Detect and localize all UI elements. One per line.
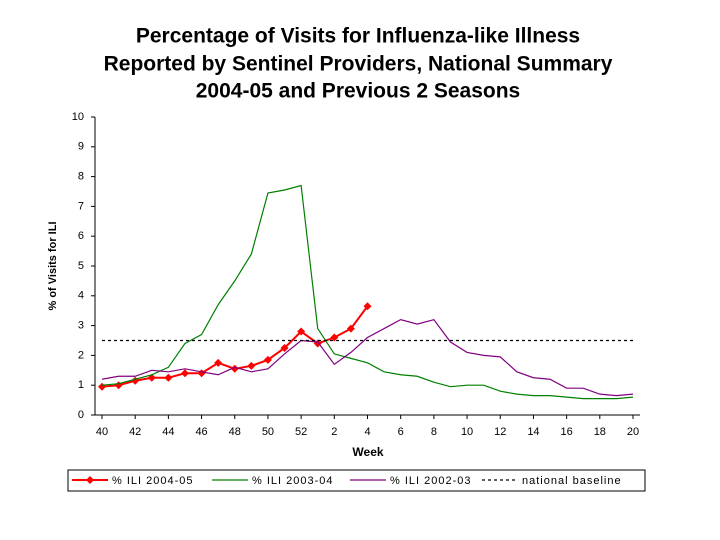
series-marker	[180, 369, 189, 378]
series-marker	[98, 382, 106, 391]
x-axis-label: Week	[352, 445, 383, 459]
x-tick-label: 16	[561, 426, 573, 438]
x-tick-label: 42	[129, 426, 141, 438]
series-marker	[164, 373, 173, 382]
series-marker	[214, 358, 223, 367]
x-tick-label: 20	[627, 426, 639, 438]
series-line	[101, 318, 634, 397]
x-tick-label: 50	[262, 426, 274, 438]
x-tick-label: 40	[96, 426, 108, 438]
series-marker	[346, 324, 355, 333]
y-tick-label: 6	[78, 230, 84, 242]
y-tick-label: 9	[78, 141, 84, 153]
y-tick-label: 8	[78, 171, 84, 183]
series-marker	[297, 327, 306, 336]
x-tick-label: 52	[295, 426, 307, 438]
y-tick-label: 4	[78, 290, 84, 302]
x-tick-label: 10	[461, 426, 473, 438]
chart-title: 2004-05 and Previous 2 Seasons	[196, 80, 521, 103]
y-tick-label: 10	[72, 111, 84, 123]
legend-label: national baseline	[522, 475, 622, 487]
x-tick-label: 46	[195, 426, 207, 438]
x-tick-label: 18	[594, 426, 606, 438]
legend-label: % ILI 2002-03	[390, 475, 472, 487]
x-tick-label: 2	[331, 426, 337, 438]
legend-marker	[86, 476, 94, 484]
x-tick-label: 48	[229, 426, 241, 438]
y-tick-label: 2	[78, 349, 84, 361]
x-tick-label: 4	[364, 426, 370, 438]
chart-title: Reported by Sentinel Providers, National…	[104, 53, 613, 76]
series-line	[101, 305, 369, 388]
y-tick-label: 5	[78, 260, 84, 272]
y-tick-label: 7	[78, 200, 84, 212]
x-tick-label: 6	[398, 426, 404, 438]
y-tick-label: 0	[78, 409, 84, 421]
x-tick-label: 44	[162, 426, 174, 438]
series-line	[101, 184, 634, 400]
y-tick-label: 3	[78, 320, 84, 332]
x-tick-label: 8	[431, 426, 437, 438]
chart-title: Percentage of Visits for Influenza-like …	[136, 25, 580, 48]
x-tick-label: 12	[494, 426, 506, 438]
series-marker	[230, 364, 239, 373]
series-marker	[330, 333, 339, 342]
series-marker	[247, 361, 256, 370]
series-marker	[280, 343, 289, 352]
series-marker	[263, 355, 272, 364]
y-axis-label: % of Visits for ILI	[47, 221, 59, 310]
legend-label: % ILI 2003-04	[252, 475, 334, 487]
legend-label: % ILI 2004-05	[112, 475, 194, 487]
y-tick-label: 1	[78, 379, 84, 391]
series-marker	[363, 302, 372, 311]
x-tick-label: 14	[527, 426, 539, 438]
legend-box	[67, 469, 646, 492]
